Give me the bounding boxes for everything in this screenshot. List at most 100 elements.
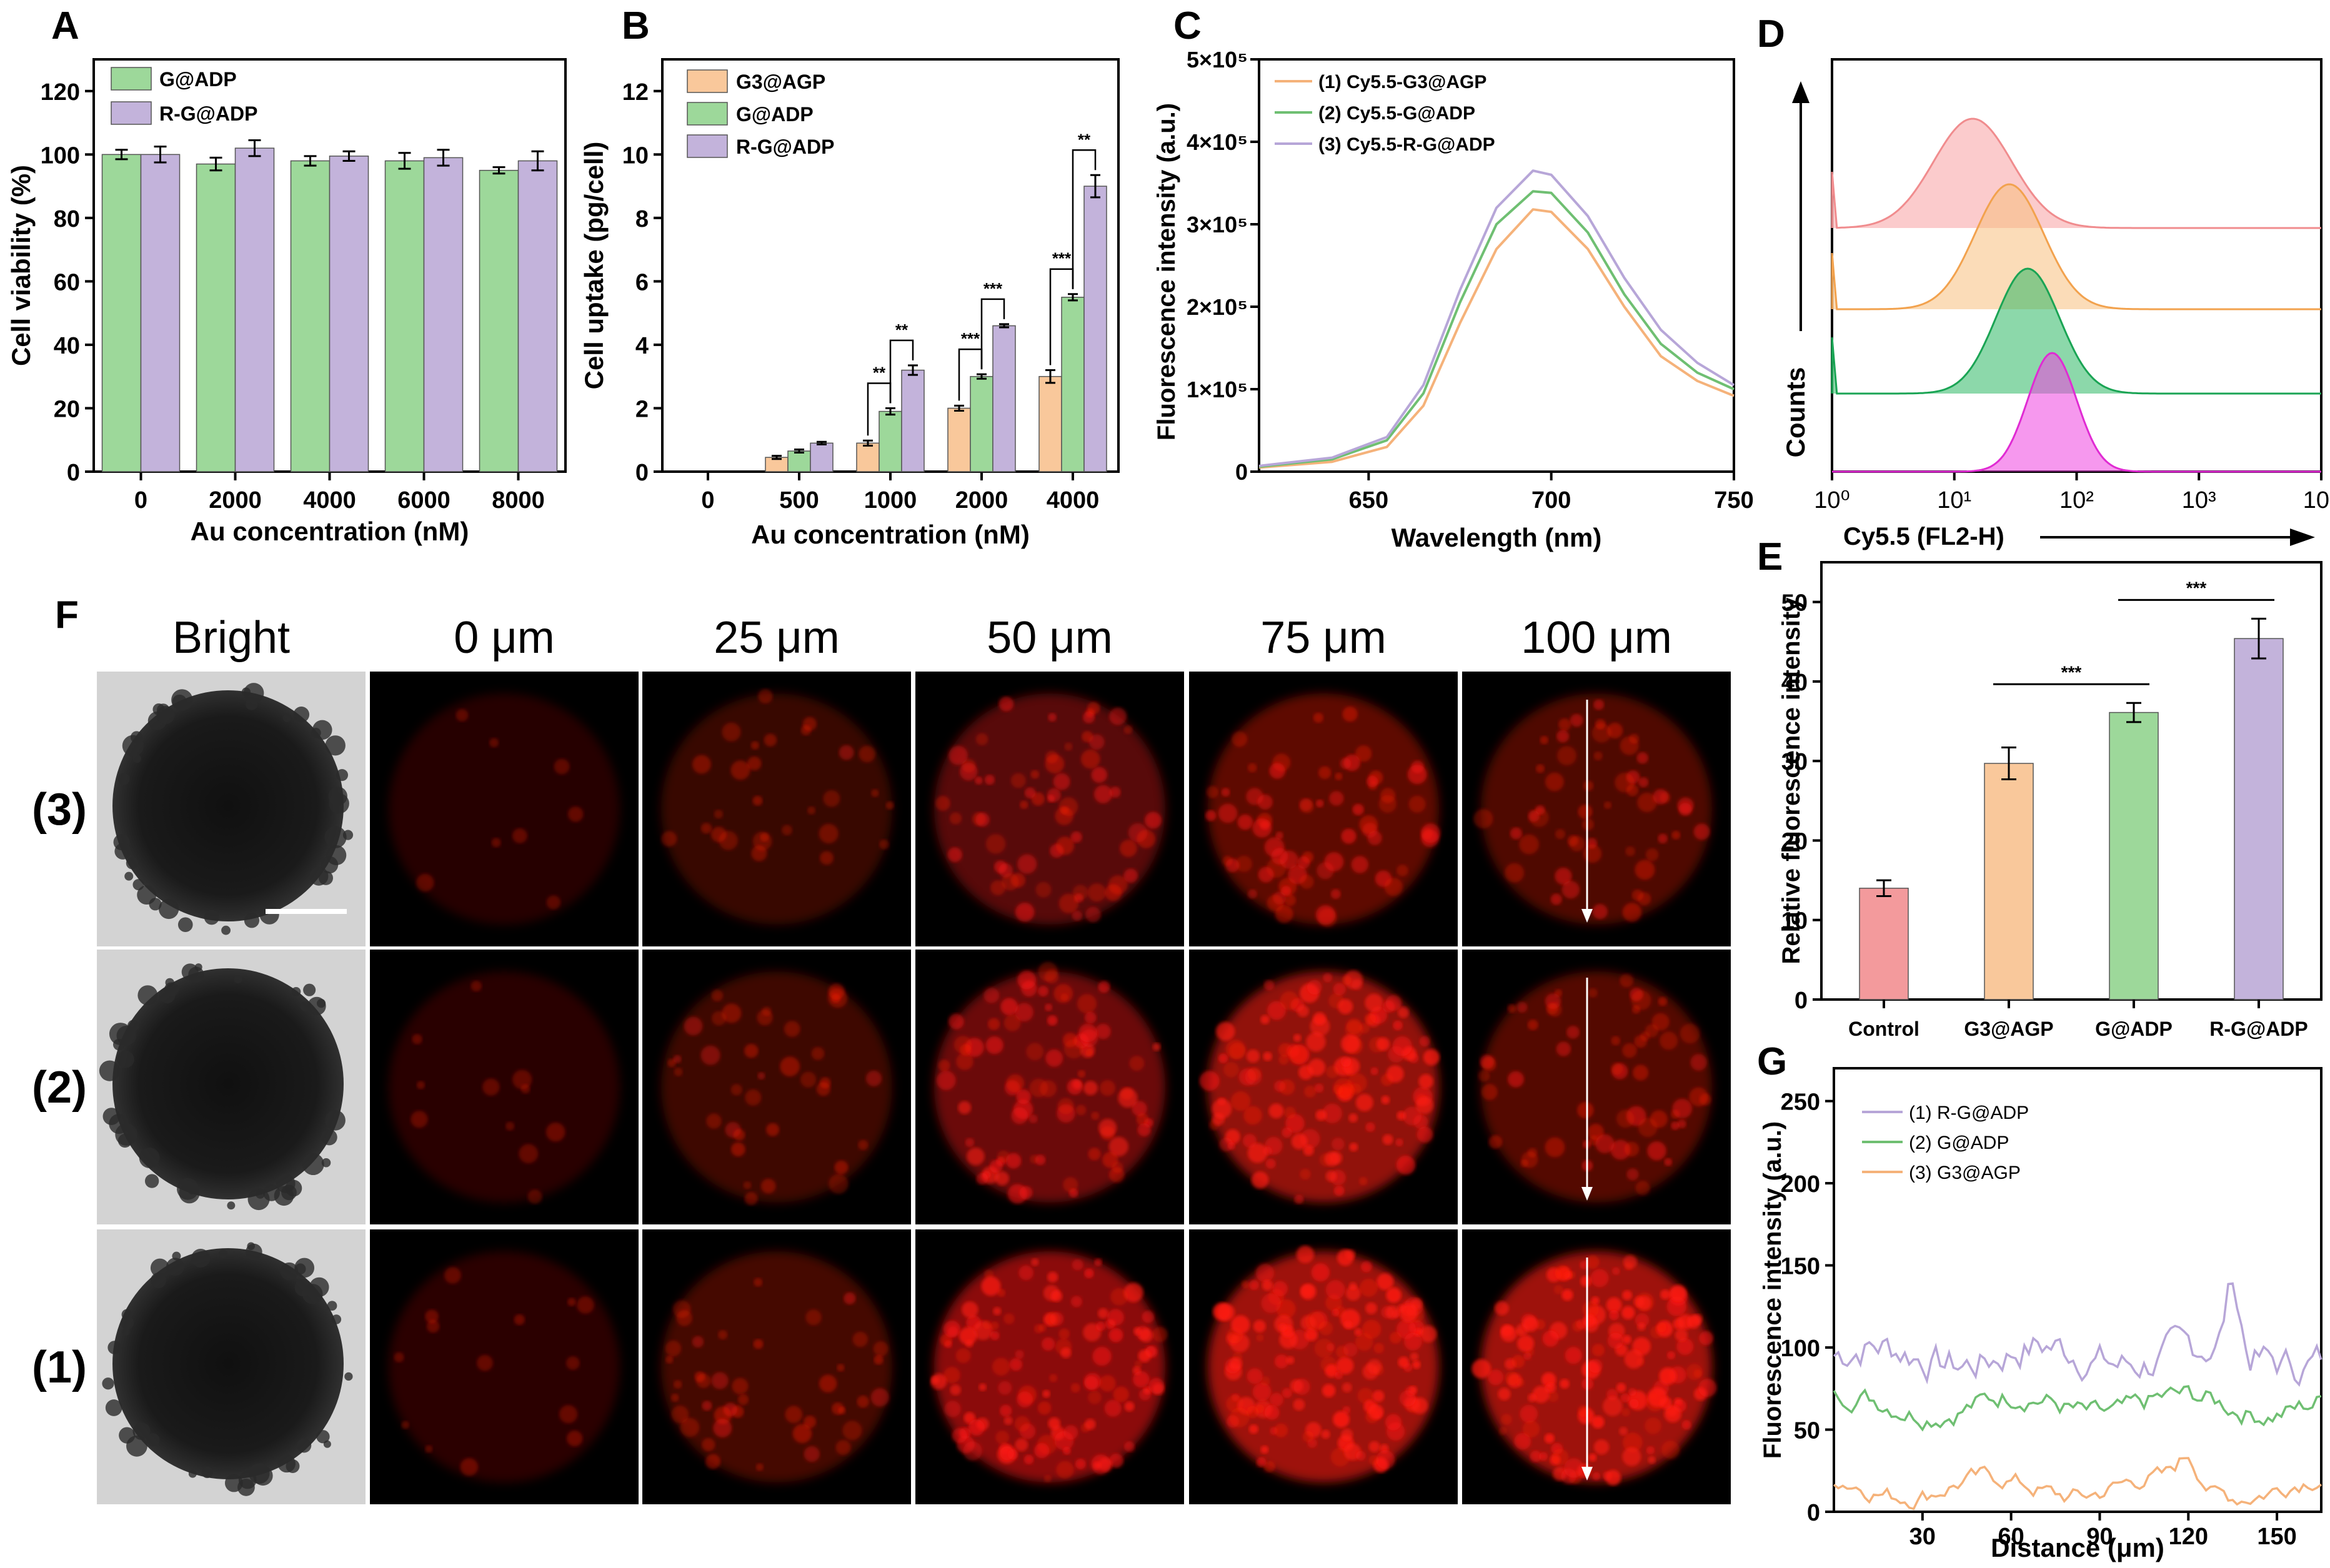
cell-spot [1395,1138,1403,1146]
cell-spot [1047,788,1061,802]
cell-spot [828,983,845,1000]
x-tick-label: 10² [2059,487,2094,514]
cell-spot [1658,833,1668,844]
spheroid-edge-cell [325,1109,346,1131]
row-label: (2) [32,1063,87,1113]
cell-spot [1282,1387,1292,1398]
cell-spot [1280,991,1299,1010]
cell-spot [1337,999,1353,1015]
cell-spot [1532,1386,1550,1403]
cell-spot [1398,1006,1410,1018]
cell-spot [1698,1378,1717,1397]
cell-spot [1045,1311,1061,1327]
cell-spot [1356,1451,1366,1461]
cell-spot [764,733,777,747]
cell-spot [1084,1376,1098,1391]
cell-spot [1017,854,1037,874]
cell-spot [1382,1134,1393,1145]
spheroid-edge-cell [311,727,321,738]
cell-spot [1507,1071,1525,1088]
cell-spot [838,1406,846,1414]
cell-spot [757,1010,773,1026]
column-header: 25 μm [714,613,840,663]
cell-spot [1556,1041,1571,1056]
cell-spot [1329,791,1344,806]
cell-spot [416,1081,426,1089]
cell-spot [1083,711,1095,723]
spheroid-edge-cell [221,925,231,935]
cell-spot [1050,1290,1063,1302]
cell-spot [1039,1080,1057,1098]
cell-spot [676,1310,692,1326]
cell-spot [1084,1419,1096,1430]
cell-spot [554,758,570,775]
spheroid-edge-cell [324,826,347,848]
cell-spot [785,1406,803,1424]
cell-spot [1031,1258,1039,1266]
spheroid-glow [661,693,892,925]
scale-bar [266,909,347,914]
cell-spot [512,828,527,843]
cell-spot [1072,910,1083,921]
cell-spot [1221,788,1230,797]
spheroid-edge-cell [156,706,175,725]
cell-spot [874,1355,884,1365]
cell-spot [1611,1267,1620,1276]
cell-spot [948,1013,964,1030]
cell-spot [1109,707,1127,725]
cell-spot [711,1372,729,1389]
panel-label-f: F [55,593,79,637]
cell-spot [1407,765,1427,785]
cell-spot [1629,733,1640,744]
cell-spot [1048,713,1057,722]
cell-spot [1085,1048,1093,1056]
spheroid-glow [389,971,620,1203]
cell-spot [1603,801,1612,810]
bar [234,147,275,472]
cell-spot [1205,810,1217,821]
cell-spot [998,1381,1012,1395]
cell-spot [1605,1469,1621,1486]
error-bar [1876,879,1891,898]
cell-spot [1522,1420,1540,1438]
cell-spot [673,1380,682,1389]
cell-spot [744,1043,759,1058]
chart-c-frame [1258,58,1735,473]
legend-swatch [687,102,728,126]
cell-spot [1419,1036,1430,1047]
cell-spot [751,845,767,861]
cell-spot [1580,1276,1591,1287]
cell-spot [981,1276,1001,1296]
cell-spot [1283,1106,1296,1119]
spheroid-edge-cell [316,1430,330,1444]
cell-spot [1082,731,1093,743]
cell-spot [1583,1314,1596,1327]
y-tick-label: 100 [1781,1336,1820,1362]
cell-spot [1368,1404,1384,1420]
cell-spot [1331,1138,1345,1151]
cell-spot [998,697,1014,712]
y-tick-label: 10 [622,142,649,169]
cell-spot [1545,772,1564,791]
row-label: (3) [32,785,87,835]
cell-spot [1215,1021,1235,1041]
cell-spot [760,1178,776,1194]
cell-spot [1247,1067,1262,1081]
cell-spot [1095,1023,1111,1040]
cell-spot [1686,1315,1701,1329]
cell-spot [1699,1331,1713,1346]
x-tick-label: 0 [134,487,147,514]
cell-spot [1262,1279,1273,1291]
bar [901,369,925,472]
bar [290,160,331,472]
cell-spot [1398,1356,1410,1368]
cell-spot [1087,883,1107,902]
cell-spot [711,1011,727,1026]
cell-spot [1307,980,1322,995]
cell-spot [1087,1390,1102,1404]
cell-spot [1302,1431,1314,1442]
cell-spot [1616,1109,1635,1128]
spheroid-edge-cell [297,1438,312,1453]
cell-spot [852,1331,869,1347]
cell-spot [1667,1351,1676,1360]
